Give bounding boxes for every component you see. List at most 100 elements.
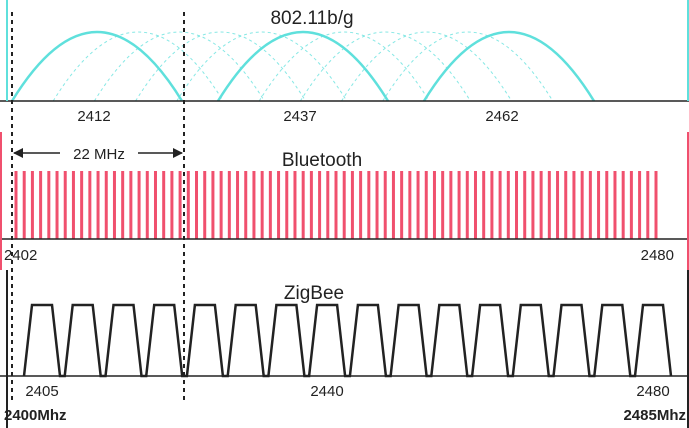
bluetooth-channel-2464 [523, 171, 527, 239]
band-start-label: 2400Mhz [4, 407, 67, 424]
bluetooth-channel-2430 [244, 171, 248, 239]
bluetooth-channel-2449 [400, 171, 404, 239]
bluetooth-channel-2463 [515, 171, 519, 239]
bluetooth-channel-2458 [473, 171, 477, 239]
bluetooth-channel-2475 [613, 171, 617, 239]
bluetooth-channel-2462 [506, 171, 510, 239]
bluetooth-channel-2456 [457, 171, 461, 239]
zigbee-label-2440: 2440 [310, 383, 343, 400]
bluetooth-channel-2478 [638, 171, 642, 239]
width-arrow-right-head [173, 148, 183, 158]
wifi-channel-2437 [216, 30, 390, 102]
wifi-channel-curve-7 [258, 31, 430, 102]
bluetooth-spectrum: Bluetooth 2402 2480 [0, 150, 689, 264]
wifi-spectrum: 802.11b/g 2412 2437 2462 [0, 8, 689, 125]
bluetooth-channel-2431 [252, 171, 256, 239]
wifi-channel-2412 [10, 30, 184, 102]
bluetooth-channel-2436 [293, 171, 297, 239]
bluetooth-channel-2454 [441, 171, 445, 239]
wifi-channel-curve-10 [382, 31, 554, 102]
bluetooth-channel-2450 [408, 171, 412, 239]
bluetooth-channel-2411 [88, 171, 92, 239]
bluetooth-channel-2408 [63, 171, 67, 239]
bluetooth-channel-2452 [424, 171, 428, 239]
wifi-channel-curve-5 [176, 31, 348, 102]
bluetooth-channel-2403 [22, 171, 26, 239]
bluetooth-channel-2480 [654, 171, 658, 239]
wifi-channel-2462 [422, 30, 596, 102]
bluetooth-channel-2474 [605, 171, 609, 239]
wifi-title: 802.11b/g [270, 8, 353, 29]
bluetooth-channel-2457 [465, 171, 469, 239]
bluetooth-channel-2459 [482, 171, 486, 239]
bluetooth-channel-2469 [564, 171, 568, 239]
bluetooth-start-label: 2402 [4, 247, 37, 264]
bluetooth-title: Bluetooth [282, 150, 362, 171]
wifi-channel-label-2462: 2462 [485, 108, 518, 125]
bluetooth-channel-2413 [104, 171, 108, 239]
zigbee-label-2405: 2405 [25, 383, 58, 400]
zigbee-label-2480: 2480 [636, 383, 669, 400]
zigbee-spectrum: ZigBee 2405 2440 2480 [0, 283, 689, 400]
wifi-channel-curve-9 [341, 31, 513, 102]
bluetooth-channel-2445 [367, 171, 371, 239]
wifi-channel-label-2437: 2437 [283, 108, 316, 125]
bluetooth-channel-2470 [572, 171, 576, 239]
width-arrow-left-head [13, 148, 23, 158]
bluetooth-channel-2433 [268, 171, 272, 239]
bluetooth-channel-2476 [621, 171, 625, 239]
bluetooth-channel-2420 [162, 171, 166, 239]
bluetooth-channel-2453 [432, 171, 436, 239]
bluetooth-channel-2455 [449, 171, 453, 239]
band-end-label: 2485Mhz [623, 407, 686, 424]
bluetooth-channel-2471 [580, 171, 584, 239]
bluetooth-channel-2412 [96, 171, 100, 239]
bluetooth-channel-2479 [646, 171, 650, 239]
bluetooth-channel-2405 [39, 171, 43, 239]
bluetooth-channel-2410 [80, 171, 84, 239]
bluetooth-channel-2416 [129, 171, 133, 239]
wifi-channel-curve-4 [135, 31, 307, 102]
bluetooth-channel-2429 [236, 171, 240, 239]
bluetooth-channel-2477 [629, 171, 633, 239]
bluetooth-channel-2434 [277, 171, 281, 239]
bluetooth-channel-2404 [30, 171, 34, 239]
bluetooth-channel-2473 [597, 171, 601, 239]
bluetooth-channel-2426 [211, 171, 215, 239]
bluetooth-channel-2428 [227, 171, 231, 239]
bluetooth-channel-2472 [588, 171, 592, 239]
bluetooth-channel-2421 [170, 171, 174, 239]
wifi-channel-curve-8 [299, 31, 471, 102]
bluetooth-channel-2432 [260, 171, 264, 239]
width-annotation: 22 MHz [11, 12, 185, 400]
bluetooth-channel-2438 [309, 171, 313, 239]
bluetooth-channel-2406 [47, 171, 51, 239]
bluetooth-channel-2446 [375, 171, 379, 239]
bluetooth-channel-2418 [145, 171, 149, 239]
bluetooth-end-label: 2480 [641, 247, 674, 264]
bluetooth-channel-2415 [121, 171, 125, 239]
zigbee-title: ZigBee [284, 283, 344, 304]
bluetooth-channel-2467 [547, 171, 551, 239]
wifi-overlapping-channels [11, 31, 595, 102]
bluetooth-channel-2466 [539, 171, 543, 239]
bluetooth-channel-2440 [326, 171, 330, 239]
bluetooth-channel-2441 [334, 171, 338, 239]
bluetooth-channel-2422 [178, 171, 182, 239]
wifi-non-overlapping-channels [10, 30, 596, 102]
bluetooth-channel-2435 [285, 171, 289, 239]
bluetooth-channel-2439 [318, 171, 322, 239]
bluetooth-channel-2425 [203, 171, 207, 239]
bluetooth-channel-2423 [186, 171, 190, 239]
bluetooth-channel-2460 [490, 171, 494, 239]
wifi-channel-curve-2 [52, 31, 224, 102]
bluetooth-channel-2447 [383, 171, 387, 239]
wifi-channel-curve-3 [93, 31, 265, 102]
bluetooth-channel-2419 [153, 171, 157, 239]
bluetooth-channel-2443 [350, 171, 354, 239]
bluetooth-channel-2468 [556, 171, 560, 239]
bluetooth-channel-2409 [71, 171, 75, 239]
bluetooth-channel-bars [14, 171, 658, 239]
